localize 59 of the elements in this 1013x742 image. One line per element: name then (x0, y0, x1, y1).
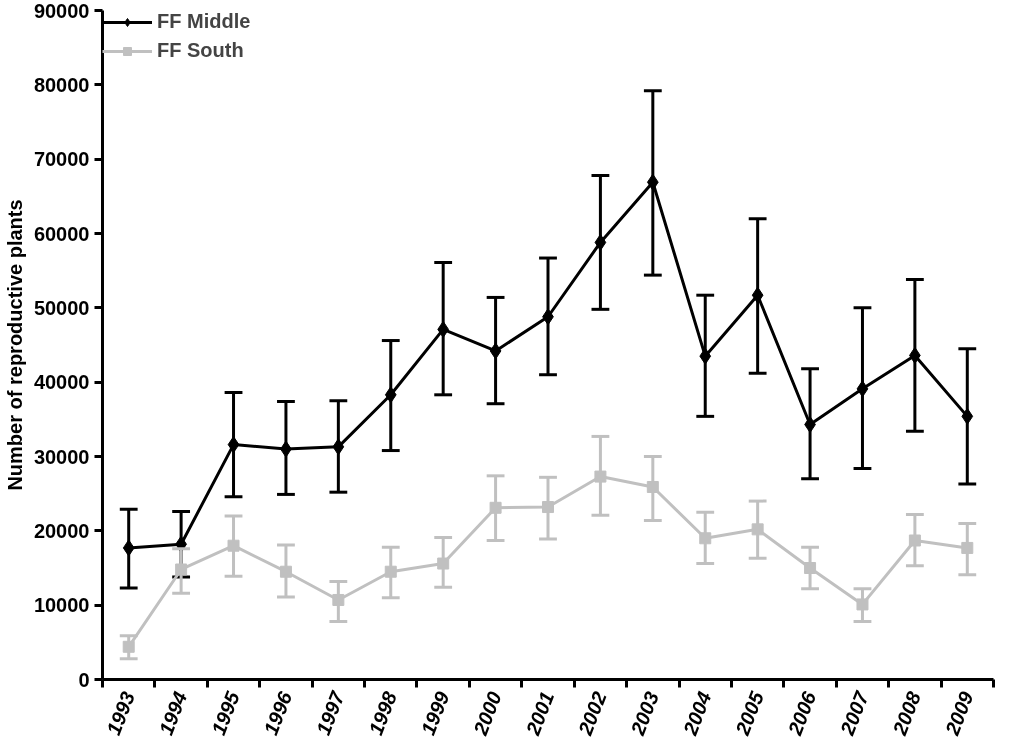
point (594, 470, 607, 483)
x-tick-label: 2007 (835, 687, 874, 739)
x-tick-label: 1998 (364, 687, 402, 738)
x-tick-label: 2008 (888, 687, 926, 739)
y-tick-label: 0 (78, 668, 90, 691)
legend-label: FF South (157, 39, 244, 62)
point (751, 286, 764, 304)
point (856, 598, 869, 611)
x-tick-label: 2009 (940, 687, 978, 739)
point (437, 557, 450, 570)
point (384, 565, 397, 578)
x-tick-label: 2005 (730, 687, 769, 739)
point (437, 320, 450, 338)
point (122, 640, 135, 653)
x-tick-label: 2006 (783, 687, 821, 739)
point (542, 501, 554, 514)
y-tick-label: 80000 (33, 73, 90, 96)
x-tick-label: 1996 (259, 687, 297, 738)
point (908, 534, 921, 547)
y-axis-title: Number of reproductive plants (3, 199, 26, 491)
point (489, 501, 502, 514)
point (122, 539, 135, 557)
point (227, 539, 240, 552)
x-tick-label: 1993 (102, 688, 139, 738)
y-tick-label: 70000 (33, 148, 90, 171)
point (279, 565, 292, 578)
point (961, 541, 974, 554)
point (856, 380, 869, 398)
point (699, 532, 712, 545)
x-tick-label: 1999 (416, 687, 454, 738)
y-tick-label: 10000 (33, 594, 90, 617)
y-tick-label: 40000 (33, 371, 90, 394)
x-tick-label: 2002 (573, 688, 611, 739)
y-tick-label: 50000 (33, 296, 90, 319)
x-tick-label: 1994 (154, 688, 192, 738)
legend-label: FF Middle (157, 10, 251, 33)
x-tick-label: 2001 (521, 688, 559, 739)
point (384, 386, 397, 404)
x-tick-label: 1997 (311, 687, 349, 738)
point (646, 480, 659, 493)
point (594, 233, 607, 251)
x-tick-label: 2004 (678, 688, 716, 739)
y-tick-label: 60000 (33, 222, 90, 245)
y-tick-label: 30000 (33, 445, 90, 468)
point (804, 562, 817, 574)
point (332, 593, 345, 606)
x-tick-label: 2003 (626, 688, 664, 739)
point (227, 436, 240, 454)
point (699, 347, 712, 365)
point (646, 173, 659, 191)
x-tick-label: 2000 (468, 688, 506, 739)
point (961, 407, 974, 425)
y-tick-label: 90000 (33, 0, 90, 22)
x-tick-label: 1995 (207, 687, 245, 738)
point (489, 342, 502, 360)
y-tick-label: 20000 (33, 519, 90, 542)
point (332, 438, 345, 456)
point (175, 563, 188, 576)
point (751, 523, 764, 536)
